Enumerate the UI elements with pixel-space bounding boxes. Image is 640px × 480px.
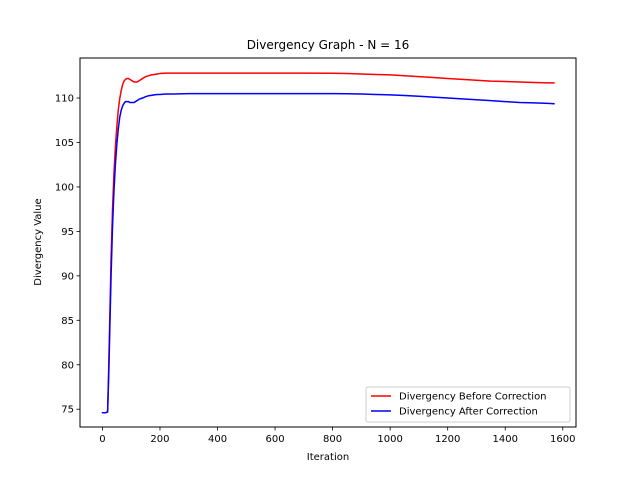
x-axis-label: Iteration bbox=[307, 452, 349, 463]
y-tick-label: 85 bbox=[61, 316, 74, 327]
x-tick-label: 1400 bbox=[492, 434, 517, 445]
x-tick-label: 600 bbox=[266, 434, 285, 445]
legend-label-1: Divergency Before Correction bbox=[399, 392, 547, 403]
y-tick-label: 100 bbox=[55, 182, 74, 193]
x-tick-label: 400 bbox=[208, 434, 227, 445]
series-line-1 bbox=[101, 72, 555, 414]
x-axis-ticks: 0 200 400 600 800 1000 1200 1400 1600 bbox=[99, 427, 575, 445]
y-tick-label: 80 bbox=[61, 360, 74, 371]
y-axis-ticks: 75 80 85 90 95 100 105 110 bbox=[55, 94, 80, 416]
series-line-2 bbox=[101, 92, 555, 414]
y-tick-label: 90 bbox=[61, 271, 74, 282]
x-tick-label: 0 bbox=[99, 434, 105, 445]
y-tick-label: 75 bbox=[61, 405, 74, 416]
y-tick-label: 95 bbox=[61, 227, 74, 238]
y-tick-label: 110 bbox=[55, 94, 74, 105]
legend-label-2: Divergency After Correction bbox=[399, 407, 538, 418]
x-tick-label: 1200 bbox=[435, 434, 460, 445]
x-tick-label: 1600 bbox=[550, 434, 575, 445]
chart-title: Divergency Graph - N = 16 bbox=[247, 38, 410, 52]
x-tick-label: 1000 bbox=[377, 434, 402, 445]
legend: Divergency Before Correction Divergency A… bbox=[365, 386, 571, 423]
legend-box bbox=[365, 386, 571, 423]
x-tick-label: 800 bbox=[323, 434, 342, 445]
y-tick-label: 105 bbox=[55, 138, 74, 149]
x-tick-label: 200 bbox=[150, 434, 169, 445]
y-axis-label: Divergency Value bbox=[33, 198, 44, 285]
plot-series bbox=[101, 72, 555, 414]
plot-frame bbox=[79, 57, 577, 428]
